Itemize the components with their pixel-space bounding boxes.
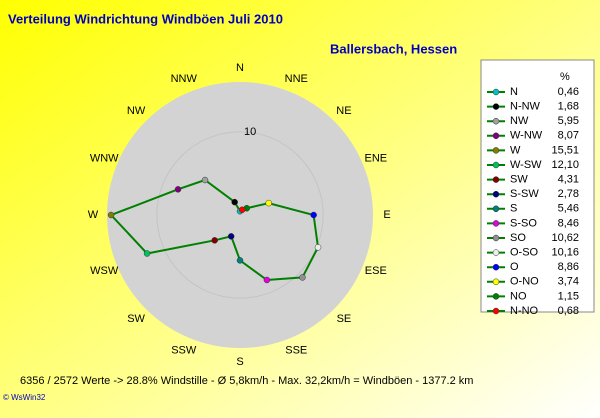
data-point xyxy=(265,199,272,207)
direction-label: ESE xyxy=(365,265,387,277)
legend-marker xyxy=(492,307,500,315)
legend-label: S-SO xyxy=(510,217,537,229)
legend-label: SO xyxy=(510,232,526,244)
legend-marker xyxy=(492,117,500,125)
data-point xyxy=(310,211,317,219)
legend-marker xyxy=(492,161,500,169)
direction-label: W xyxy=(88,209,99,221)
data-point xyxy=(314,244,322,251)
data-point xyxy=(201,176,209,184)
direction-label: WSW xyxy=(90,265,119,277)
footer: 6356 / 2572 Werte -> 28.8% Windstille - … xyxy=(20,375,473,387)
legend-value: 10,62 xyxy=(551,232,579,244)
legend-marker xyxy=(492,234,500,242)
direction-label: S xyxy=(236,356,243,368)
direction-label: NE xyxy=(336,105,351,117)
legend-label: O-SO xyxy=(510,247,539,259)
legend-label: S xyxy=(510,203,517,215)
legend-marker xyxy=(492,249,500,256)
legend-marker xyxy=(492,132,500,140)
legend-marker xyxy=(492,103,500,110)
legend-label: S-SW xyxy=(510,188,539,200)
legend-value: 12,10 xyxy=(551,159,579,171)
chart-subtitle: Ballersbach, Hessen xyxy=(330,41,457,56)
legend-marker xyxy=(492,147,500,154)
legend-label: O xyxy=(510,261,519,273)
legend-marker xyxy=(492,205,500,213)
direction-label: WNW xyxy=(90,153,119,165)
legend-marker xyxy=(492,176,500,183)
legend-marker xyxy=(492,220,500,227)
legend-label: N xyxy=(510,86,518,98)
legend-label: N-NO xyxy=(510,305,539,317)
legend-value: 15,51 xyxy=(551,144,579,156)
direction-label: ENE xyxy=(364,153,387,165)
chart-title: Verteilung Windrichtung Windböen Juli 20… xyxy=(8,11,283,26)
r-tick-label: 10 xyxy=(244,126,256,138)
direction-label: SSW xyxy=(171,345,197,357)
legend-value: 5,46 xyxy=(558,203,579,215)
legend-label: W-NW xyxy=(510,130,543,142)
data-point xyxy=(227,233,235,240)
legend-value: 10,16 xyxy=(551,247,579,259)
legend-label: W xyxy=(510,144,521,156)
legend-value: 1,68 xyxy=(558,101,579,113)
data-point xyxy=(174,186,182,193)
direction-label: E xyxy=(383,209,390,221)
data-point xyxy=(238,206,246,214)
legend-marker xyxy=(492,263,500,271)
legend-marker xyxy=(492,278,500,286)
direction-label: NW xyxy=(127,105,146,117)
copyright: © WsWin32 xyxy=(3,393,46,402)
legend-value: 5,95 xyxy=(558,115,579,127)
legend-value: 0,68 xyxy=(558,305,579,317)
legend-value: 4,31 xyxy=(558,174,579,186)
plot-area xyxy=(107,82,373,348)
legend-marker xyxy=(492,190,500,198)
direction-label: SE xyxy=(337,313,352,325)
legend-label: O-NO xyxy=(510,276,539,288)
data-point xyxy=(299,274,306,281)
data-point xyxy=(236,257,244,264)
legend-value: 0,46 xyxy=(558,86,579,98)
legend-label: SW xyxy=(510,174,528,186)
data-point xyxy=(143,250,151,257)
legend-label: NO xyxy=(510,290,527,302)
direction-label: SSE xyxy=(285,345,307,357)
direction-label: N xyxy=(236,62,244,74)
data-point xyxy=(263,276,271,284)
legend-title: % xyxy=(560,71,570,83)
legend-value: 1,15 xyxy=(558,290,579,302)
grid-circle xyxy=(156,131,324,299)
legend-value: 2,78 xyxy=(558,188,579,200)
data-point xyxy=(231,198,238,206)
legend-value: 3,74 xyxy=(558,276,579,288)
data-point xyxy=(107,211,115,219)
legend-marker xyxy=(492,293,500,300)
legend-value: 8,86 xyxy=(558,261,579,273)
direction-label: NNW xyxy=(171,73,198,85)
legend-value: 8,07 xyxy=(558,130,579,142)
legend-label: N-NW xyxy=(510,101,541,113)
direction-label: NNE xyxy=(285,73,308,85)
direction-label: SW xyxy=(127,313,145,325)
legend-marker xyxy=(492,88,500,96)
legend-value: 8,46 xyxy=(558,217,579,229)
legend-box xyxy=(480,59,595,313)
legend-label: NW xyxy=(510,115,529,127)
data-point xyxy=(211,237,218,244)
legend-label: W-SW xyxy=(510,159,542,171)
